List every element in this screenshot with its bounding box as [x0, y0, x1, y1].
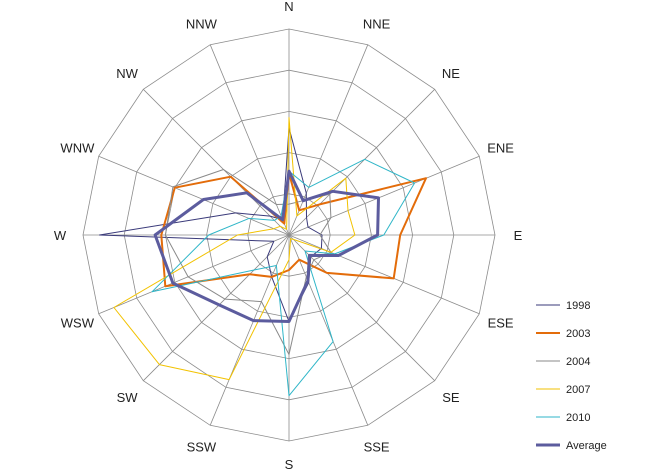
- direction-label-ese: ESE: [488, 316, 514, 331]
- grid-spoke-ese: [288, 234, 480, 315]
- legend-label-2004: 2004: [566, 356, 590, 368]
- series-lines: [99, 117, 427, 397]
- direction-label-wnw: WNW: [60, 140, 95, 155]
- direction-label-s: S: [285, 457, 294, 472]
- direction-label-w: W: [54, 228, 67, 243]
- legend-label-2007: 2007: [566, 384, 590, 396]
- direction-label-sw: SW: [117, 390, 139, 405]
- grid-spoke-se: [288, 234, 435, 381]
- direction-label-nnw: NNW: [186, 16, 218, 31]
- series-line-2004: [164, 169, 332, 355]
- grid-spoke-wsw: [98, 234, 290, 315]
- legend-label-1998: 1998: [566, 300, 590, 312]
- direction-label-wsw: WSW: [61, 316, 95, 331]
- legend-label-average: Average: [566, 440, 607, 452]
- grid-spoke-wnw: [98, 155, 290, 236]
- direction-label-se: SE: [442, 390, 460, 405]
- grid-spoke-nw: [143, 89, 290, 236]
- grid-spoke-sw: [143, 234, 290, 381]
- direction-label-e: E: [514, 228, 523, 243]
- direction-labels: N NNE NE ENE E ESE SE SSE S SSW SW WSW W WNW NW NNW: [54, 0, 523, 472]
- direction-label-nne: NNE: [363, 16, 391, 31]
- series-line-2007: [113, 117, 356, 381]
- series-line-average: [153, 169, 380, 323]
- series-line-2003: [160, 172, 427, 288]
- grid-spoke-ssw: [209, 234, 290, 426]
- direction-label-nw: NW: [116, 66, 138, 81]
- direction-label-ene: ENE: [487, 140, 514, 155]
- series-line-2010: [151, 158, 416, 397]
- legend-label-2010: 2010: [566, 412, 590, 424]
- grid-spoke-nnw: [209, 44, 290, 236]
- legend-label-2003: 2003: [566, 328, 590, 340]
- direction-label-n: N: [284, 0, 293, 14]
- direction-label-sse: SSE: [364, 440, 390, 455]
- grid-spoke-nne: [288, 44, 369, 236]
- radar-grid: [82, 28, 496, 442]
- grid-spoke-sse: [288, 234, 369, 426]
- legend: 1998 2003 2004 2007 2010 Average: [536, 300, 607, 452]
- direction-label-ne: NE: [442, 66, 460, 81]
- grid-spoke-ne: [288, 89, 435, 236]
- grid-spoke-ene: [288, 155, 480, 236]
- direction-label-ssw: SSW: [187, 440, 217, 455]
